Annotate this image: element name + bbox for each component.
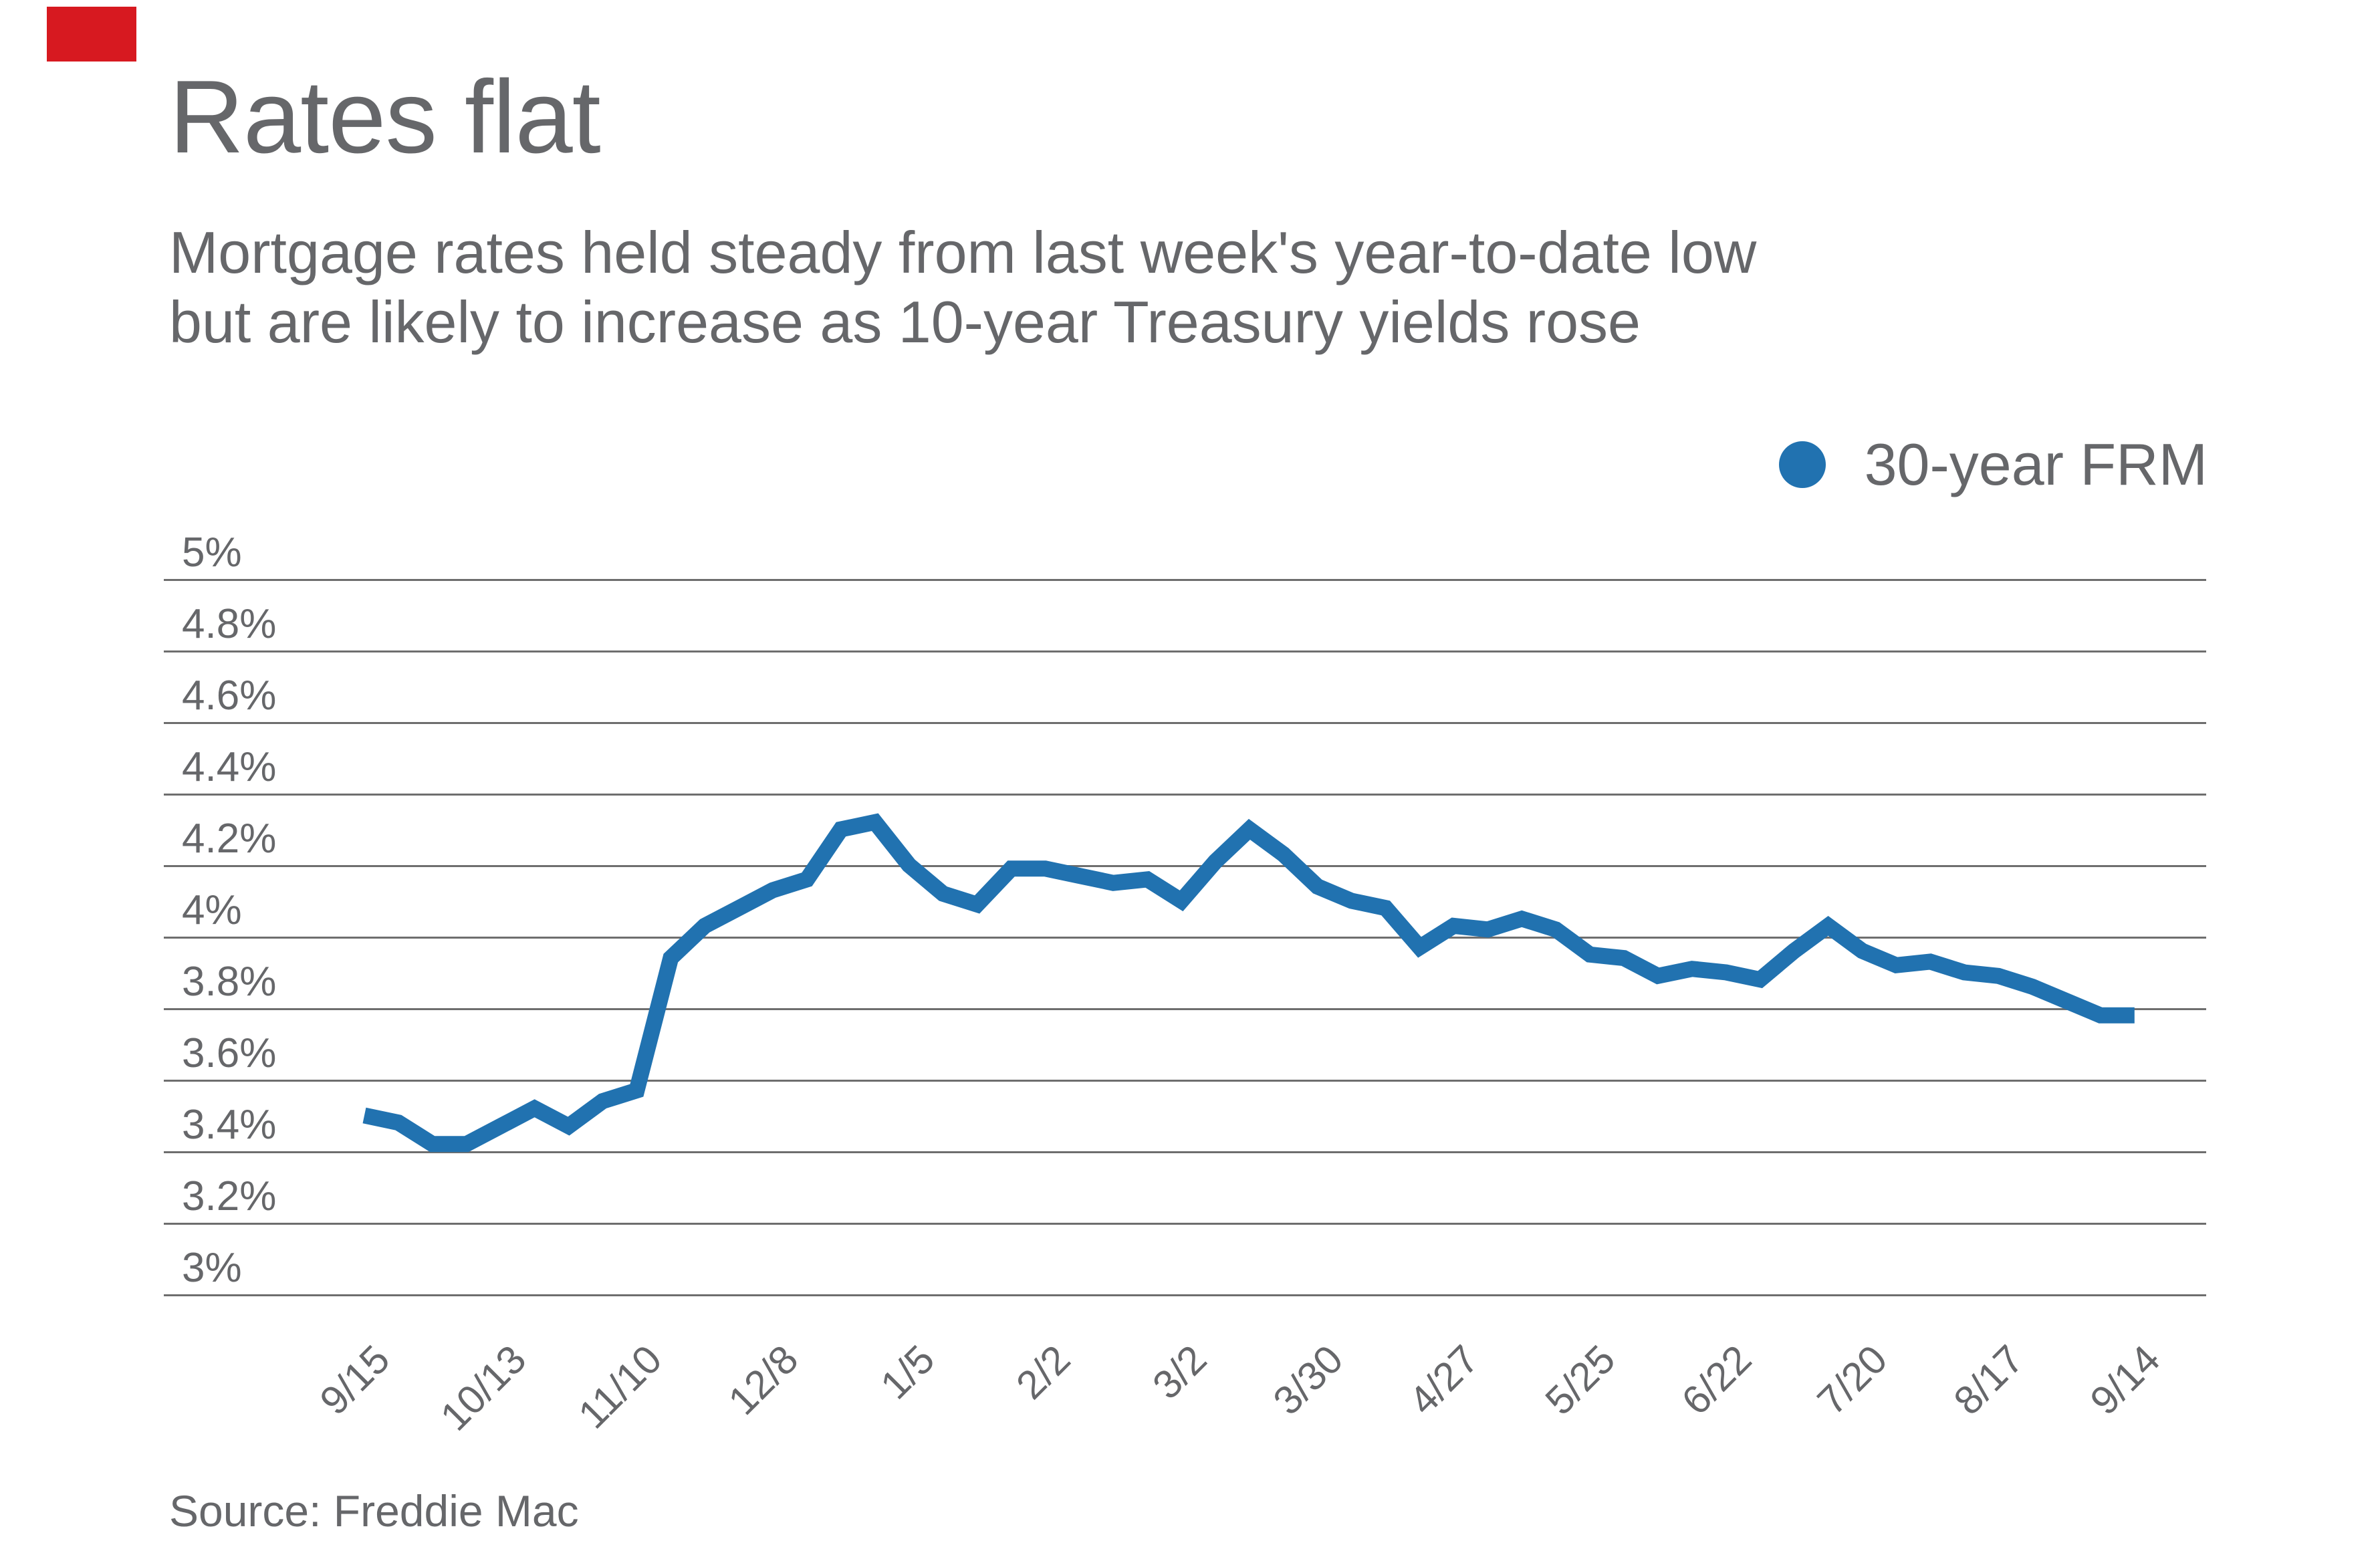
gridline — [164, 1080, 2206, 1082]
y-axis-tick-label: 5% — [182, 529, 242, 576]
gridline — [164, 1008, 2206, 1010]
brand-mark — [47, 7, 136, 62]
y-axis-tick-label: 3.4% — [182, 1102, 277, 1148]
gridline — [164, 579, 2206, 581]
y-axis-tick-label: 4.8% — [182, 601, 277, 647]
y-axis-tick-label: 4% — [182, 887, 242, 933]
legend-label: 30-year FRM — [1864, 431, 2208, 497]
y-axis-tick-label: 4.4% — [182, 744, 277, 790]
gridline — [164, 794, 2206, 796]
source-note: Source: Freddie Mac — [169, 1486, 579, 1536]
legend-marker-icon — [1778, 441, 1826, 488]
gridline — [164, 1223, 2206, 1225]
gridline — [164, 1151, 2206, 1153]
gridline — [164, 865, 2206, 867]
y-axis-tick-label: 4.6% — [182, 673, 277, 719]
chart-subtitle: Mortgage rates held steady from last wee… — [169, 218, 1756, 357]
chart-subtitle-line2: but are likely to increase as 10-year Tr… — [169, 289, 1641, 355]
chart-subtitle-line1: Mortgage rates held steady from last wee… — [169, 219, 1757, 285]
y-axis-tick-label: 3% — [182, 1245, 242, 1291]
gridline — [164, 650, 2206, 652]
y-axis-tick-label: 4.2% — [182, 816, 277, 862]
legend: 30-year FRM — [1778, 428, 2208, 501]
rate-line — [362, 813, 2135, 1153]
gridline — [164, 1294, 2206, 1296]
y-axis-tick-label: 3.2% — [182, 1173, 277, 1219]
gridline — [164, 722, 2206, 724]
y-axis-tick-label: 3.6% — [182, 1030, 277, 1076]
gridline — [164, 937, 2206, 939]
y-axis-tick-label: 3.8% — [182, 959, 277, 1005]
chart-title: Rates flat — [169, 59, 601, 174]
